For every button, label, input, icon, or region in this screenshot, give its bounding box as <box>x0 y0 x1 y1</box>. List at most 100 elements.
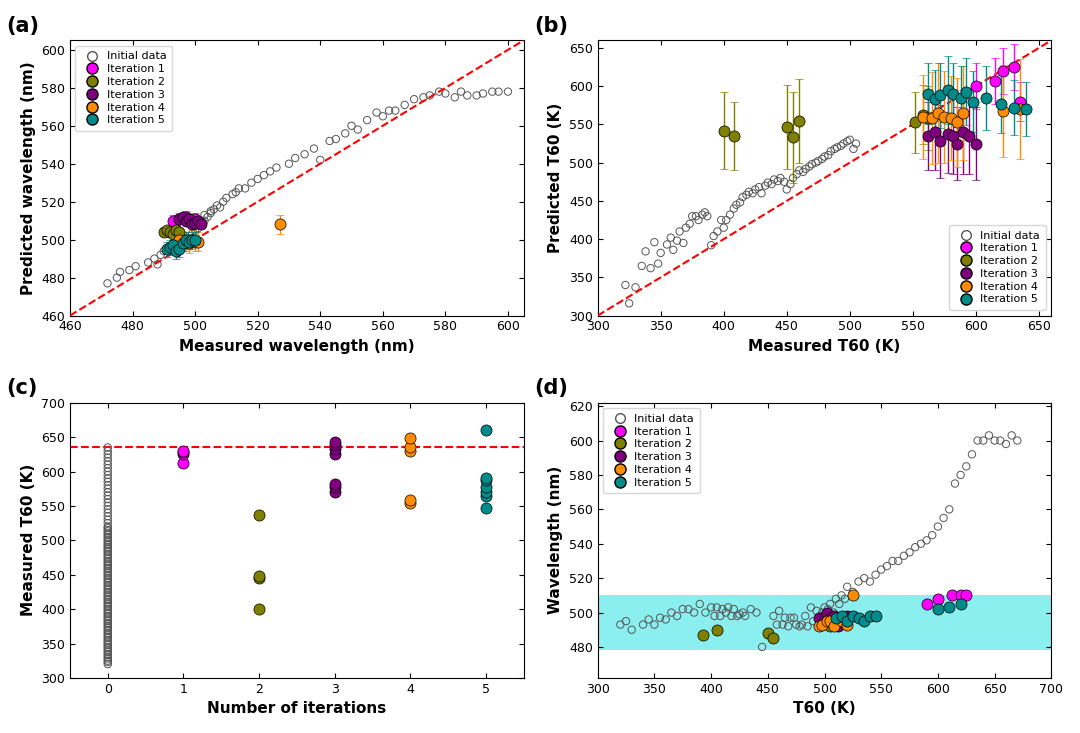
Point <box>833 610 850 622</box>
Point <box>712 610 729 622</box>
Point <box>807 157 824 169</box>
Legend: Initial data, Iteration 1, Iteration 2, Iteration 3, Iteration 4, Iteration 5: Initial data, Iteration 1, Iteration 2, … <box>604 408 700 493</box>
Point <box>99 620 117 632</box>
Point <box>99 658 117 670</box>
Point <box>633 260 650 272</box>
Point <box>446 92 463 103</box>
Point <box>935 512 953 524</box>
Point <box>99 459 117 471</box>
Point <box>99 644 117 656</box>
Point <box>906 542 923 553</box>
Point <box>702 240 719 251</box>
Point <box>804 158 821 170</box>
Point <box>326 436 343 448</box>
Point <box>326 478 343 490</box>
Point <box>99 597 117 608</box>
Point <box>99 496 117 508</box>
Point <box>737 610 754 622</box>
Point <box>477 502 495 514</box>
Point <box>784 172 801 184</box>
Point <box>374 111 391 122</box>
Point <box>99 514 117 526</box>
Point <box>762 178 780 190</box>
Point <box>719 602 737 614</box>
Point <box>943 589 960 601</box>
Point <box>99 574 117 586</box>
Point <box>813 153 831 165</box>
Point <box>634 619 651 630</box>
Point <box>152 249 170 261</box>
Point <box>326 449 343 460</box>
Point <box>99 584 117 596</box>
Point <box>815 610 833 622</box>
Point <box>99 538 117 550</box>
Point <box>649 258 666 270</box>
Point <box>775 176 793 188</box>
Point <box>768 619 785 630</box>
Point <box>946 478 963 490</box>
Point <box>177 230 194 242</box>
Point <box>822 598 839 610</box>
Point <box>838 610 855 622</box>
Point <box>780 620 797 632</box>
Point <box>99 581 117 592</box>
Point <box>187 224 204 236</box>
Point <box>99 542 117 553</box>
Point <box>99 483 117 495</box>
Point <box>850 575 867 587</box>
Point <box>190 222 207 234</box>
Point <box>195 215 213 226</box>
Text: (b): (b) <box>535 16 568 36</box>
Point <box>618 615 635 627</box>
Point <box>99 504 117 515</box>
Point <box>477 486 495 498</box>
Point <box>969 435 986 446</box>
Point <box>359 114 376 126</box>
Point <box>901 547 918 559</box>
Point <box>99 546 117 558</box>
Point <box>754 641 771 653</box>
Point <box>785 612 802 624</box>
Point <box>765 633 782 644</box>
Point <box>838 581 855 592</box>
Point <box>820 150 837 161</box>
Point <box>477 481 495 493</box>
X-axis label: Number of iterations: Number of iterations <box>207 701 387 716</box>
Point <box>192 218 210 230</box>
Point <box>402 495 419 507</box>
Point <box>99 627 117 639</box>
Point <box>326 443 343 454</box>
Point <box>845 589 862 601</box>
Point <box>286 152 303 164</box>
Point <box>99 493 117 505</box>
Point <box>810 612 827 624</box>
Point <box>675 237 692 248</box>
Point <box>867 610 885 622</box>
Point <box>815 602 833 614</box>
Point <box>99 526 117 537</box>
Point <box>199 211 216 223</box>
Point <box>664 244 681 256</box>
Point <box>212 202 229 213</box>
Point <box>822 145 839 157</box>
Point <box>99 652 117 663</box>
Point <box>156 245 173 257</box>
Point <box>923 529 941 541</box>
Point <box>99 614 117 625</box>
Point <box>702 602 719 614</box>
Point <box>621 298 638 309</box>
Point <box>690 214 707 226</box>
Point <box>742 603 759 615</box>
Point <box>99 587 117 599</box>
Point <box>697 607 714 619</box>
Point <box>99 642 117 654</box>
Point <box>99 636 117 647</box>
Point <box>810 155 827 167</box>
Point <box>218 192 235 204</box>
Point <box>99 469 117 481</box>
Point <box>708 624 726 636</box>
Point <box>958 589 975 601</box>
Point <box>99 567 117 578</box>
Point <box>99 520 117 532</box>
Point <box>699 210 716 222</box>
